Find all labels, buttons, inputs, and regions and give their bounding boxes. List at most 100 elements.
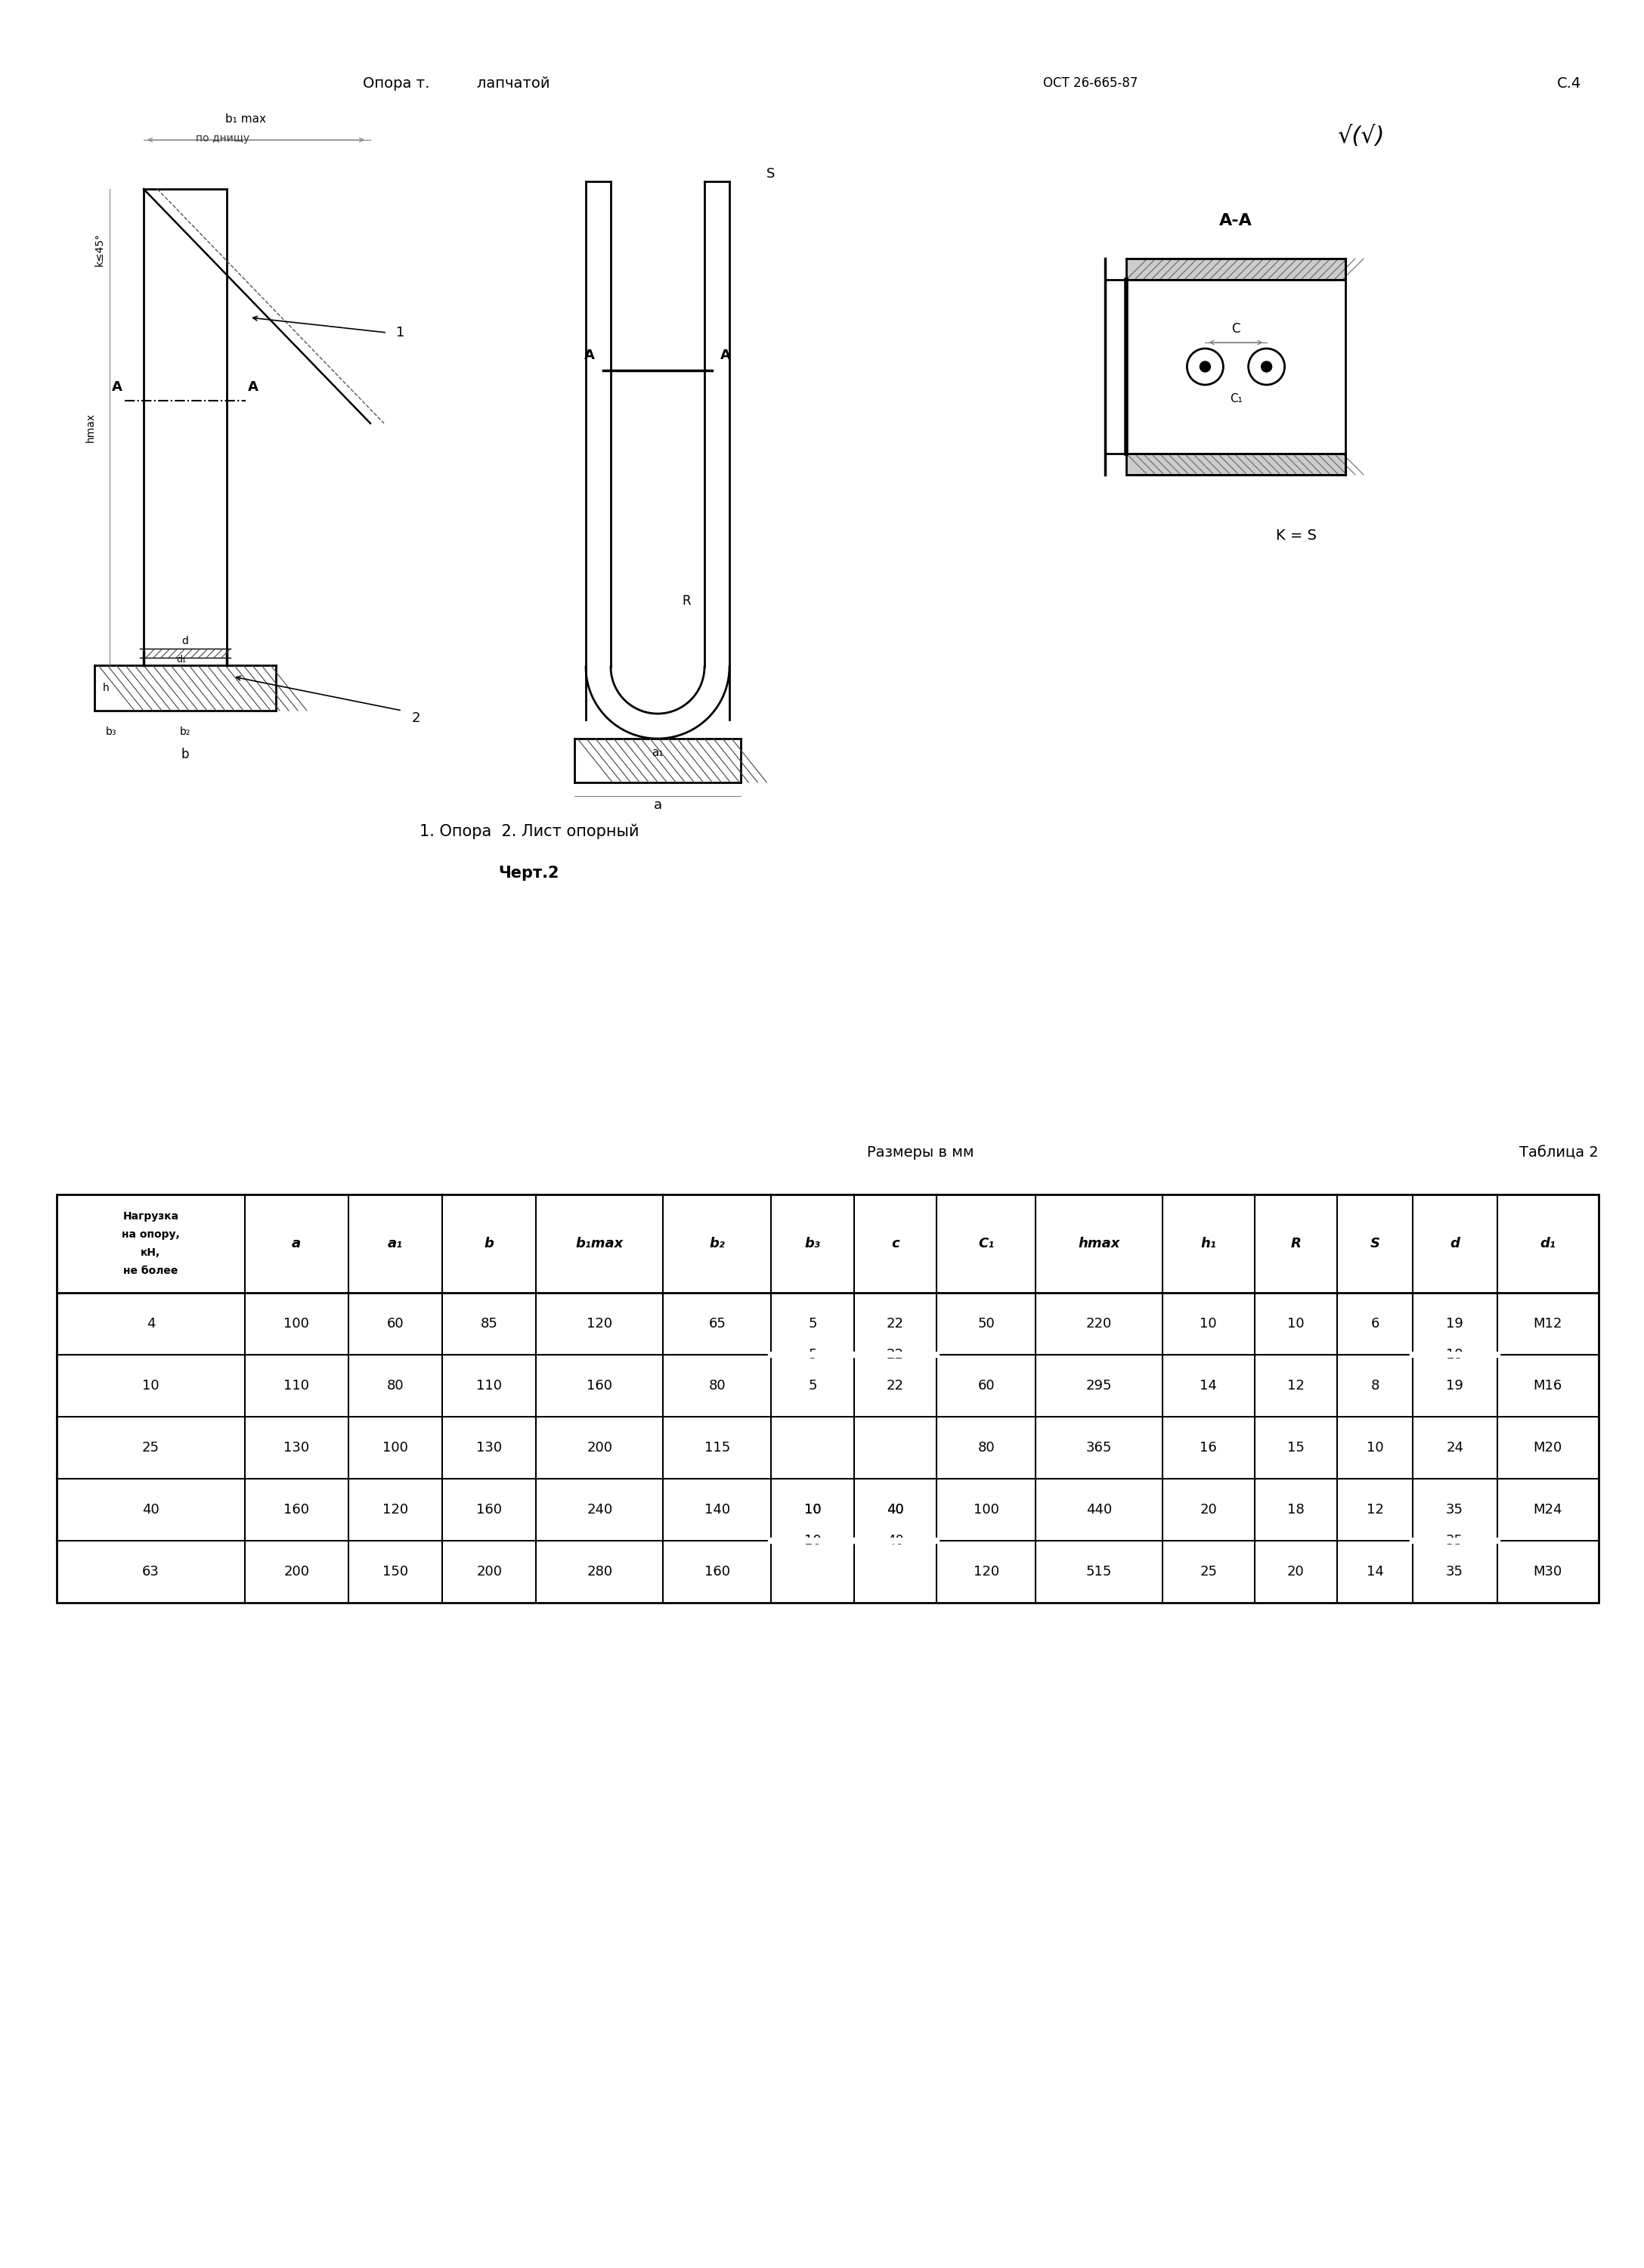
Text: A: A: [584, 349, 595, 363]
Text: С.4: С.4: [1557, 77, 1582, 91]
Text: 22: 22: [886, 1347, 904, 1361]
Text: 35: 35: [1447, 1533, 1463, 1547]
Text: на опору,: на опору,: [122, 1229, 179, 1241]
Bar: [56, 1195, 1598, 1603]
Text: 40: 40: [886, 1504, 904, 1517]
Text: 160: 160: [704, 1565, 730, 1579]
Text: 130: 130: [283, 1440, 309, 1454]
Text: 10: 10: [1366, 1440, 1384, 1454]
Text: 110: 110: [284, 1379, 309, 1393]
Text: h: h: [102, 683, 109, 694]
Text: 19: 19: [1447, 1347, 1463, 1361]
Text: 6: 6: [1371, 1318, 1379, 1331]
Text: c: c: [891, 1236, 899, 1250]
Text: по днищу: по днищу: [196, 134, 250, 143]
Circle shape: [1261, 361, 1272, 372]
Text: 60: 60: [386, 1318, 404, 1331]
Text: 35: 35: [1447, 1504, 1463, 1517]
Text: 50: 50: [978, 1318, 995, 1331]
Text: 200: 200: [477, 1565, 501, 1579]
Text: b₃: b₃: [105, 726, 117, 737]
Text: 10: 10: [804, 1504, 820, 1517]
Text: 40: 40: [886, 1504, 904, 1517]
Text: b: b: [485, 1236, 495, 1250]
Text: 120: 120: [587, 1318, 613, 1331]
Text: 295: 295: [1087, 1379, 1111, 1393]
Text: 25: 25: [1200, 1565, 1217, 1579]
Text: 15: 15: [1287, 1440, 1305, 1454]
Text: 5: 5: [809, 1379, 817, 1393]
Text: Нагрузка: Нагрузка: [123, 1211, 179, 1222]
Text: 65: 65: [709, 1318, 727, 1331]
Text: C: C: [1231, 322, 1240, 336]
Text: S: S: [766, 168, 776, 181]
Text: M16: M16: [1534, 1379, 1562, 1393]
Text: 24: 24: [1447, 1440, 1463, 1454]
Text: d: d: [182, 635, 189, 646]
Text: 10: 10: [804, 1533, 820, 1547]
Text: 115: 115: [704, 1440, 730, 1454]
Text: 16: 16: [1200, 1440, 1217, 1454]
Text: 160: 160: [284, 1504, 309, 1517]
Text: 100: 100: [284, 1318, 309, 1331]
Text: b₁ max: b₁ max: [225, 113, 266, 125]
Text: 365: 365: [1087, 1440, 1111, 1454]
Text: 10: 10: [804, 1504, 820, 1517]
Text: ОСТ 26-665-87: ОСТ 26-665-87: [1042, 77, 1138, 91]
Text: a₁: a₁: [651, 746, 664, 758]
Text: 19: 19: [1447, 1379, 1463, 1393]
Text: 110: 110: [477, 1379, 501, 1393]
Text: 150: 150: [383, 1565, 408, 1579]
Text: 160: 160: [477, 1504, 501, 1517]
Text: b₃: b₃: [806, 1236, 820, 1250]
Text: 10: 10: [1287, 1318, 1304, 1331]
Text: 120: 120: [973, 1565, 1000, 1579]
Text: b₂: b₂: [179, 726, 191, 737]
Text: не более: не более: [123, 1266, 178, 1277]
Text: 85: 85: [480, 1318, 498, 1331]
Text: C₁: C₁: [1230, 392, 1243, 404]
Text: 25: 25: [141, 1440, 159, 1454]
Text: 80: 80: [978, 1440, 995, 1454]
Text: 12: 12: [1366, 1504, 1384, 1517]
Text: Таблица 2: Таблица 2: [1519, 1145, 1598, 1161]
Text: 120: 120: [383, 1504, 408, 1517]
Text: 10: 10: [141, 1379, 159, 1393]
Text: 35: 35: [1447, 1565, 1463, 1579]
Bar: [1126, 454, 1345, 474]
Text: √(√): √(√): [1337, 125, 1384, 147]
Text: A-A: A-A: [1220, 213, 1253, 229]
Text: k≤45°: k≤45°: [94, 234, 105, 265]
Text: 2: 2: [411, 712, 421, 726]
Text: 40: 40: [141, 1504, 159, 1517]
Text: 100: 100: [973, 1504, 1000, 1517]
Text: M20: M20: [1534, 1440, 1562, 1454]
Text: M24: M24: [1534, 1504, 1562, 1517]
Text: 220: 220: [1087, 1318, 1111, 1331]
Text: 14: 14: [1200, 1379, 1217, 1393]
Circle shape: [1200, 361, 1210, 372]
Text: 40: 40: [886, 1533, 904, 1547]
Text: a₁: a₁: [388, 1236, 403, 1250]
Text: Размеры в мм: Размеры в мм: [866, 1145, 973, 1161]
Text: 60: 60: [978, 1379, 995, 1393]
Text: d: d: [1450, 1236, 1460, 1250]
Text: 18: 18: [1287, 1504, 1304, 1517]
Text: 22: 22: [886, 1318, 904, 1331]
Text: 100: 100: [383, 1440, 408, 1454]
Text: 130: 130: [477, 1440, 501, 1454]
Text: 140: 140: [704, 1504, 730, 1517]
Text: 515: 515: [1087, 1565, 1111, 1579]
Text: 14: 14: [1366, 1565, 1384, 1579]
Text: a: a: [293, 1236, 301, 1250]
Text: K = S: K = S: [1276, 528, 1317, 542]
Text: 12: 12: [1287, 1379, 1305, 1393]
Text: 5: 5: [809, 1318, 817, 1331]
Text: d₁: d₁: [1540, 1236, 1555, 1250]
Text: C₁: C₁: [978, 1236, 995, 1250]
Text: R: R: [682, 594, 690, 608]
Text: b: b: [181, 748, 189, 762]
Text: A: A: [248, 381, 258, 395]
Bar: [1126, 259, 1345, 279]
Text: 80: 80: [386, 1379, 404, 1393]
